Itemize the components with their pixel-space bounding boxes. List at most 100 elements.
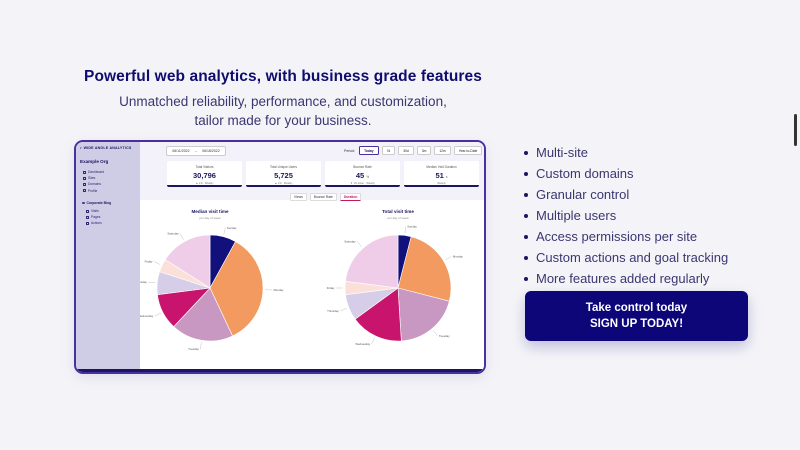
- feature-item: Custom domains: [524, 163, 728, 184]
- sidebar-item-profile[interactable]: Profile: [83, 188, 104, 194]
- sidebar-item-visits[interactable]: Visits: [86, 208, 102, 214]
- user-icon: [83, 189, 86, 193]
- bullet-icon: [524, 234, 528, 239]
- visits-icon: [86, 209, 89, 213]
- chevron-down-icon: [82, 201, 85, 205]
- hero-subtitle-line1: Unmatched reliability, performance, and …: [119, 94, 447, 109]
- sidebar-item-pages[interactable]: Pages: [86, 214, 102, 220]
- pie-slice: [354, 287, 402, 342]
- sidebar-item-label: Dashboard: [88, 170, 105, 175]
- stat-value: 45 %: [325, 171, 400, 180]
- stat-label: Total Unique Users: [270, 165, 297, 169]
- stat-value: 51 s: [404, 171, 479, 180]
- pie-slice: [397, 236, 452, 302]
- feature-text: More features added regularly: [536, 271, 710, 286]
- feature-item: Multiple users: [524, 205, 728, 226]
- feature-text: Custom domains: [536, 166, 634, 181]
- stat-sub: ▲ 1% · Weekly: [195, 181, 214, 185]
- stat-sub: Weekly: [437, 181, 446, 185]
- tab-views[interactable]: Views: [290, 193, 307, 201]
- sidebar-item-domains[interactable]: Domains: [83, 181, 104, 187]
- bullet-icon: [524, 150, 528, 155]
- chart-subtitle: per day of week: [199, 216, 221, 220]
- frame-bottom-bar: [76, 369, 484, 372]
- pie-slice-label: Wednesday: [140, 314, 154, 318]
- sidebar-item-sites[interactable]: Sites: [83, 175, 104, 181]
- pie-slice-label: Tuesday: [439, 334, 450, 338]
- date-from: 06/11/2022: [172, 149, 190, 153]
- pie-slice-label: Sunday: [407, 224, 417, 228]
- period-today-button[interactable]: Today: [359, 146, 379, 155]
- feature-text: Access permissions per site: [536, 229, 698, 244]
- app-logo: ◐ WIDE ANGLE ANALYTICS: [80, 146, 132, 150]
- pie-leader-line: [200, 342, 202, 350]
- scrollbar-thumb[interactable]: [794, 114, 797, 146]
- sidebar-item-actions[interactable]: Actions: [86, 220, 102, 226]
- hero-subtitle-line2: tailor made for your business.: [194, 113, 372, 128]
- pie-leader-line: [154, 312, 162, 317]
- sidebar-group-corporate-blog[interactable]: Corporate Blog: [82, 201, 111, 205]
- stat-number: 30,796: [193, 171, 216, 180]
- pie-leader-line: [356, 241, 362, 247]
- stat-value: 30,796: [167, 171, 242, 180]
- pie-slice: [164, 234, 211, 289]
- pie-leader-line: [223, 227, 226, 235]
- actions-icon: [86, 221, 89, 225]
- sidebar-item-label: Domains: [88, 182, 102, 187]
- cta-line2: SIGN UP TODAY!: [589, 318, 684, 330]
- stat-number: 5,725: [274, 171, 293, 180]
- sidebar-item-dashboard[interactable]: Dashboard: [83, 169, 104, 175]
- period-3m-button[interactable]: 3m: [416, 146, 432, 155]
- sidebar-item-label: Visits: [91, 209, 99, 214]
- pie-slice-label: Wednesday: [355, 342, 370, 346]
- pie-slice-label: Friday: [145, 260, 153, 264]
- chart-title: Total visit time: [382, 209, 414, 214]
- period-ytd-button[interactable]: Year-to-Date: [453, 146, 483, 155]
- dashboard-preview: ◐ WIDE ANGLE ANALYTICS Example Org Dashb…: [74, 140, 486, 374]
- dashboard-icon: [83, 170, 86, 174]
- app-sidebar: ◐ WIDE ANGLE ANALYTICS Example Org Dashb…: [76, 142, 140, 372]
- stat-card-total-visitors: Total Visitors 30,796 ▲ 1% · Weekly: [167, 161, 242, 187]
- pie-leader-line: [445, 256, 452, 261]
- sidebar-item-label: Actions: [91, 221, 102, 226]
- logo-text: WIDE ANGLE ANALYTICS: [83, 146, 132, 150]
- stat-label: Total Visitors: [195, 165, 214, 169]
- tab-duration[interactable]: Duration: [339, 193, 362, 201]
- sidebar-item-label: Sites: [88, 176, 96, 181]
- chart-title: Median visit time: [191, 209, 228, 214]
- date-to: 06/18/2022: [202, 149, 220, 153]
- pie-slice-label: Thursday: [327, 309, 339, 313]
- pie-charts: Median visit time per day of week Sunday Mo…: [140, 209, 464, 351]
- globe-icon: [83, 182, 86, 186]
- feature-item: Granular control: [524, 184, 728, 205]
- pie-slice-label: Thursday: [140, 280, 147, 284]
- stat-card-unique-users: Total Unique Users 5,725 ▲ 1% · Weekly: [246, 161, 321, 187]
- pie-slice-label: Monday: [453, 254, 464, 258]
- date-range-picker[interactable]: 06/11/2022 → 06/18/2022: [166, 146, 226, 156]
- hero-title: Powerful web analytics, with business gr…: [84, 68, 482, 85]
- sidebar-item-label: Profile: [88, 188, 98, 193]
- sidebar-item-label: Pages: [91, 215, 101, 220]
- feature-text: Custom actions and goal tracking: [536, 250, 729, 265]
- logo-icon: ◐: [80, 146, 84, 150]
- bullet-icon: [524, 276, 528, 281]
- period-30d-button[interactable]: 30d: [398, 146, 414, 155]
- stat-card-visit-duration: Median Visit Duration 51 s Weekly: [404, 161, 479, 187]
- bullet-icon: [524, 213, 528, 218]
- period-7d-button[interactable]: 7d: [381, 146, 396, 155]
- period-label: Period:: [344, 148, 356, 153]
- pie-slice-label: Saturday: [167, 232, 179, 236]
- sidebar-nav: Dashboard Sites Domains Profile: [83, 169, 104, 194]
- sidebar-group-label: Corporate Blog: [86, 201, 112, 205]
- stat-sub: ▲ 1% · Weekly: [274, 181, 293, 185]
- tab-bounce-rate[interactable]: Bounce Rate: [309, 193, 337, 201]
- pie-leader-line: [148, 282, 156, 283]
- feature-item: More features added regularly: [524, 268, 728, 289]
- pie-leader-line: [404, 226, 406, 234]
- feature-item: Custom actions and goal tracking: [524, 247, 728, 268]
- stat-value: 5,725: [246, 171, 321, 180]
- stat-unit: %: [366, 175, 370, 179]
- sign-up-button[interactable]: Take control today SIGN UP TODAY!: [525, 291, 748, 341]
- org-name: Example Org: [80, 159, 109, 164]
- period-12m-button[interactable]: 12m: [434, 146, 451, 155]
